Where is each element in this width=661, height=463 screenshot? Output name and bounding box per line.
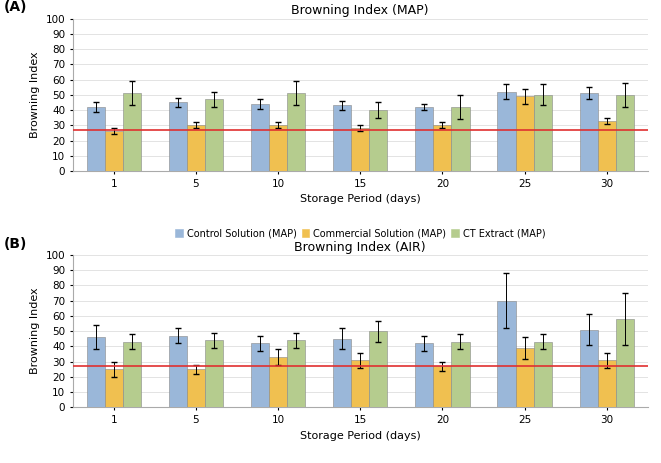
Bar [123, 342, 141, 407]
Bar [169, 102, 187, 171]
Bar [104, 131, 123, 171]
Bar [533, 342, 552, 407]
Legend: Control Solution (AIR), Commercial Solution (AIR), CT Extract (AIR): Control Solution (AIR), Commercial Solut… [178, 461, 542, 463]
Bar [269, 125, 287, 171]
Bar [498, 300, 516, 407]
Bar [187, 125, 205, 171]
Bar [187, 369, 205, 407]
Bar [333, 106, 351, 171]
Bar [516, 96, 533, 171]
Bar [369, 110, 387, 171]
Text: (A): (A) [4, 0, 27, 14]
Bar [434, 366, 451, 407]
Bar [369, 331, 387, 407]
Bar [251, 344, 269, 407]
Bar [415, 107, 434, 171]
Bar [287, 93, 305, 171]
Bar [598, 360, 616, 407]
Bar [434, 125, 451, 171]
Bar [616, 95, 634, 171]
Bar [269, 357, 287, 407]
Bar [351, 360, 369, 407]
Bar [169, 336, 187, 407]
Text: (B): (B) [4, 237, 27, 250]
Bar [533, 95, 552, 171]
Bar [87, 337, 104, 407]
Bar [123, 93, 141, 171]
Bar [516, 348, 533, 407]
Bar [87, 107, 104, 171]
Title: Browning Index (AIR): Browning Index (AIR) [294, 241, 426, 254]
X-axis label: Storage Period (days): Storage Period (days) [300, 431, 420, 441]
Bar [251, 104, 269, 171]
Title: Browning Index (MAP): Browning Index (MAP) [292, 4, 429, 17]
Bar [598, 121, 616, 171]
Bar [580, 93, 598, 171]
X-axis label: Storage Period (days): Storage Period (days) [300, 194, 420, 204]
Bar [616, 319, 634, 407]
Bar [580, 330, 598, 407]
Bar [451, 107, 469, 171]
Y-axis label: Browning Index: Browning Index [30, 51, 40, 138]
Y-axis label: Browning Index: Browning Index [30, 288, 40, 375]
Bar [205, 100, 223, 171]
Bar [451, 342, 469, 407]
Bar [333, 339, 351, 407]
Bar [205, 340, 223, 407]
Bar [415, 344, 434, 407]
Bar [498, 92, 516, 171]
Bar [351, 128, 369, 171]
Bar [104, 369, 123, 407]
Legend: Control Solution (MAP), Commercial Solution (MAP), CT Extract (MAP): Control Solution (MAP), Commercial Solut… [171, 225, 549, 243]
Bar [287, 340, 305, 407]
